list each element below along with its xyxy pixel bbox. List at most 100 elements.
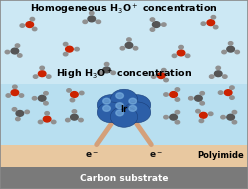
- Circle shape: [215, 71, 222, 77]
- Circle shape: [103, 105, 110, 111]
- Circle shape: [116, 110, 124, 116]
- Circle shape: [157, 73, 165, 78]
- Circle shape: [179, 91, 183, 95]
- Circle shape: [34, 26, 39, 29]
- Circle shape: [71, 114, 78, 120]
- Circle shape: [16, 96, 21, 99]
- Circle shape: [32, 97, 37, 100]
- Circle shape: [207, 20, 215, 26]
- Circle shape: [212, 77, 217, 81]
- Circle shape: [86, 12, 90, 15]
- Circle shape: [235, 50, 240, 54]
- Circle shape: [195, 95, 202, 101]
- Circle shape: [222, 50, 226, 54]
- Circle shape: [129, 105, 137, 111]
- Circle shape: [175, 56, 180, 60]
- Circle shape: [13, 43, 17, 47]
- Circle shape: [11, 115, 15, 118]
- Circle shape: [215, 24, 220, 27]
- Circle shape: [110, 89, 138, 110]
- Circle shape: [203, 99, 207, 103]
- Circle shape: [124, 102, 151, 123]
- Circle shape: [170, 114, 177, 120]
- Circle shape: [88, 16, 95, 22]
- Text: Carbon substrate: Carbon substrate: [80, 174, 168, 183]
- FancyBboxPatch shape: [0, 84, 248, 145]
- Circle shape: [175, 46, 180, 50]
- Circle shape: [38, 71, 46, 77]
- Circle shape: [97, 95, 124, 115]
- Circle shape: [26, 22, 33, 27]
- Circle shape: [155, 79, 160, 82]
- Circle shape: [43, 116, 51, 122]
- Circle shape: [80, 114, 84, 117]
- Circle shape: [167, 74, 171, 77]
- Circle shape: [224, 90, 232, 95]
- Circle shape: [232, 121, 237, 124]
- Circle shape: [44, 91, 48, 95]
- Circle shape: [199, 119, 204, 123]
- Circle shape: [155, 69, 160, 72]
- Circle shape: [67, 42, 72, 45]
- Circle shape: [125, 43, 133, 48]
- Circle shape: [186, 51, 191, 55]
- Circle shape: [103, 67, 110, 73]
- Text: Homogeneous H$_3$O$^+$ concentration: Homogeneous H$_3$O$^+$ concentration: [30, 3, 218, 17]
- FancyBboxPatch shape: [0, 0, 248, 84]
- Circle shape: [110, 106, 138, 127]
- Circle shape: [74, 50, 78, 54]
- Circle shape: [221, 115, 225, 119]
- Circle shape: [153, 22, 160, 27]
- FancyBboxPatch shape: [0, 145, 248, 167]
- Circle shape: [72, 87, 77, 90]
- Circle shape: [209, 15, 213, 19]
- Circle shape: [124, 95, 151, 115]
- Circle shape: [159, 27, 163, 31]
- Circle shape: [97, 69, 101, 73]
- Circle shape: [97, 102, 124, 123]
- Circle shape: [200, 112, 207, 118]
- Circle shape: [165, 118, 169, 122]
- Text: High H$_3$O$^+$ concentration: High H$_3$O$^+$ concentration: [56, 68, 192, 82]
- Circle shape: [19, 52, 24, 56]
- Circle shape: [166, 89, 170, 92]
- Circle shape: [65, 96, 70, 99]
- Circle shape: [16, 111, 24, 116]
- Circle shape: [202, 24, 206, 27]
- Circle shape: [107, 63, 111, 66]
- Circle shape: [71, 92, 78, 97]
- Circle shape: [170, 92, 177, 97]
- Circle shape: [97, 17, 102, 21]
- Circle shape: [116, 103, 124, 109]
- Circle shape: [11, 48, 19, 54]
- Circle shape: [45, 76, 49, 80]
- Circle shape: [66, 46, 73, 52]
- Circle shape: [233, 89, 238, 93]
- Circle shape: [5, 91, 9, 94]
- Circle shape: [116, 93, 124, 99]
- Circle shape: [11, 90, 19, 95]
- Circle shape: [134, 44, 139, 47]
- Text: Polyimide: Polyimide: [197, 151, 244, 160]
- Circle shape: [220, 87, 225, 90]
- Circle shape: [61, 50, 65, 54]
- Circle shape: [86, 22, 90, 26]
- Circle shape: [49, 112, 53, 116]
- Circle shape: [110, 99, 138, 120]
- Circle shape: [171, 110, 176, 113]
- Circle shape: [129, 98, 137, 104]
- Circle shape: [156, 17, 161, 21]
- Circle shape: [178, 118, 183, 122]
- Circle shape: [6, 52, 10, 56]
- Text: Ir: Ir: [120, 105, 128, 114]
- Circle shape: [177, 50, 185, 56]
- Circle shape: [224, 72, 228, 75]
- Circle shape: [224, 97, 228, 100]
- Circle shape: [123, 39, 127, 42]
- Circle shape: [228, 42, 233, 45]
- Circle shape: [209, 112, 213, 115]
- Circle shape: [37, 117, 42, 121]
- Circle shape: [42, 67, 47, 70]
- Circle shape: [28, 17, 32, 20]
- Circle shape: [212, 67, 217, 70]
